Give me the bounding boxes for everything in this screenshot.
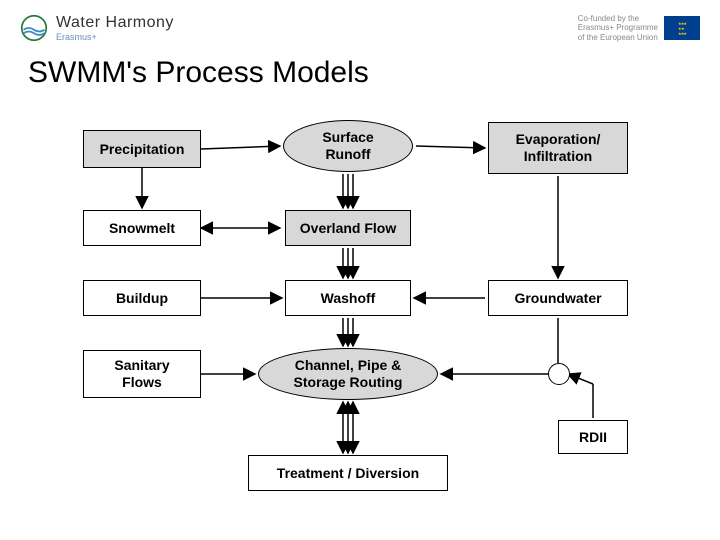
brand-logo: Water Harmony Erasmus+	[20, 14, 174, 42]
brand-name: Water Harmony	[56, 14, 174, 31]
node-buildup: Buildup	[83, 280, 201, 316]
process-diagram: Precipitation SurfaceRunoff Evaporation/In…	[48, 100, 672, 520]
node-washoff: Washoff	[285, 280, 411, 316]
cofund-text: Co-funded by the Erasmus+ Programme of t…	[578, 14, 658, 43]
node-evap_infil: Evaporation/Infiltration	[488, 122, 628, 174]
header: Water Harmony Erasmus+ Co-funded by the …	[20, 8, 700, 48]
node-rdii: RDII	[558, 420, 628, 454]
page-title: SWMM's Process Models	[28, 56, 369, 90]
node-sanitary: SanitaryFlows	[83, 350, 201, 398]
node-routing: Channel, Pipe &Storage Routing	[258, 348, 438, 400]
junction-node	[548, 363, 570, 385]
node-snowmelt: Snowmelt	[83, 210, 201, 246]
eu-flag-icon: ★ ★ ★★ ★★ ★ ★	[664, 16, 700, 40]
node-overland: Overland Flow	[285, 210, 411, 246]
brand-sub: Erasmus+	[56, 32, 174, 42]
node-surface_runoff: SurfaceRunoff	[283, 120, 413, 172]
cofund-badge: Co-funded by the Erasmus+ Programme of t…	[578, 14, 700, 43]
node-groundwater: Groundwater	[488, 280, 628, 316]
water-harmony-icon	[20, 14, 48, 42]
node-precipitation: Precipitation	[83, 130, 201, 168]
node-treatment: Treatment / Diversion	[248, 455, 448, 491]
